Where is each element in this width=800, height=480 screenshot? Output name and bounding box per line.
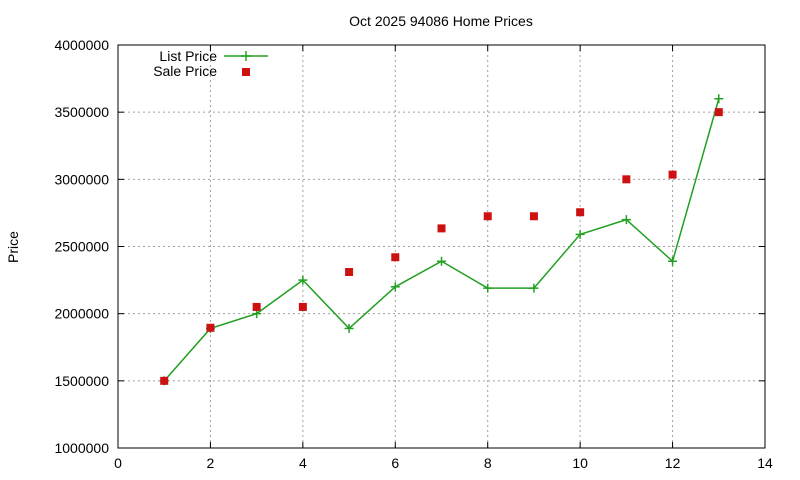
legend: List Price Sale Price: [153, 48, 268, 79]
y-tick-label: 3500000: [54, 104, 109, 120]
list-price-point: [390, 282, 400, 292]
list-price-point: [529, 283, 539, 293]
sale-price-point: [391, 253, 400, 262]
legend-marker-list-price: [241, 51, 251, 61]
sale-price-point: [345, 268, 354, 277]
list-price-point: [344, 323, 354, 333]
legend-label-list-price: List Price: [159, 48, 217, 64]
series: [159, 94, 724, 386]
y-tick-label: 4000000: [54, 37, 109, 53]
x-tick-label: 2: [207, 455, 215, 471]
sale-price-point: [252, 302, 261, 311]
list-price-point: [621, 215, 631, 225]
x-tick-label: 8: [484, 455, 492, 471]
sale-price-point: [668, 170, 677, 179]
y-tick-label: 1500000: [54, 373, 109, 389]
sale-price-point: [576, 208, 585, 217]
legend-marker-sale-price: [242, 68, 250, 76]
sale-price-point: [483, 212, 492, 221]
x-tick-label: 0: [114, 455, 122, 471]
y-tick-label: 1000000: [54, 440, 109, 456]
sale-price-point: [714, 108, 723, 117]
y-axis-label: Price: [5, 231, 21, 263]
plot-border: [117, 44, 766, 449]
y-tick-label: 2500000: [54, 239, 109, 255]
axis-ticks: 0 2 4 6 8 10 12 14 1000000 1500000 2000000 2500000 3…: [54, 37, 773, 471]
list-price-point: [298, 275, 308, 285]
x-tick-label: 14: [757, 455, 773, 471]
x-tick-label: 4: [299, 455, 307, 471]
grid: [118, 45, 765, 448]
list-price-point: [714, 94, 724, 104]
y-tick-label: 3000000: [54, 171, 109, 187]
sale-price-point: [160, 376, 169, 385]
list-price-point: [483, 283, 493, 293]
legend-label-sale-price: Sale Price: [153, 63, 217, 79]
list-price-point: [437, 256, 446, 266]
list-price-point: [575, 229, 585, 239]
x-tick-label: 10: [572, 455, 588, 471]
sale-price-point: [529, 212, 538, 221]
sale-price-point: [206, 323, 215, 332]
list-price-point: [668, 256, 678, 266]
sale-price-point: [622, 175, 631, 184]
sale-price-point: [298, 302, 307, 311]
x-tick-label: 6: [391, 455, 399, 471]
x-tick-label: 12: [665, 455, 681, 471]
sale-price-point: [437, 224, 446, 233]
list-price-line: [163, 98, 720, 382]
y-tick-label: 2000000: [54, 306, 109, 322]
chart-title: Oct 2025 94086 Home Prices: [349, 13, 533, 29]
